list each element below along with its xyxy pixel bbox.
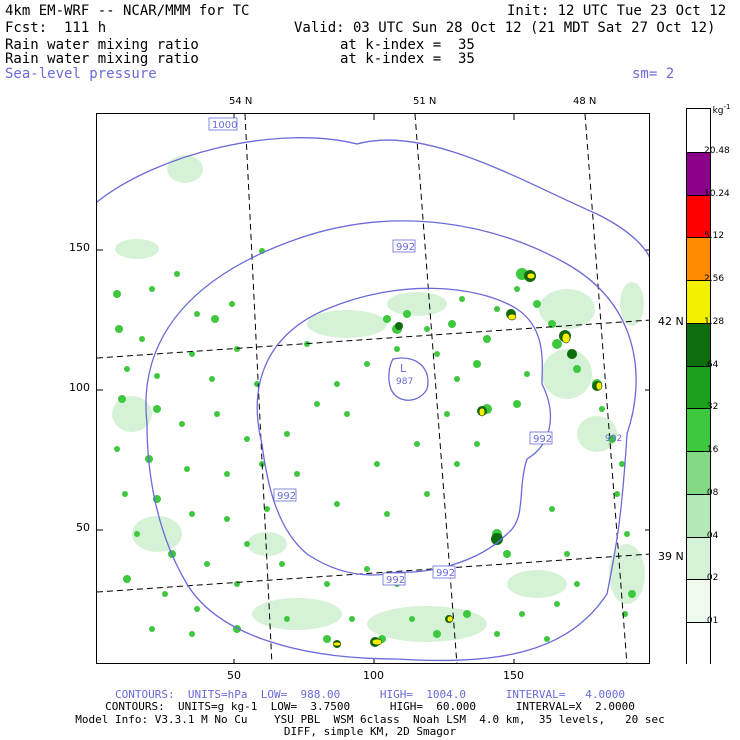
isobar-label-992-right: 992 [533, 434, 552, 445]
lat-label-top-1: 54 N [229, 96, 253, 107]
contours-slp: CONTOURS: UNITS=hPa LOW= 988.00 HIGH= 10… [115, 688, 625, 701]
field-1-level: at k-index = 35 [340, 37, 475, 53]
y-tick-100: 100 [69, 381, 90, 394]
map-plot-area: 1000 992 992 992 992 992 992 L 987 [96, 113, 650, 664]
legend-level-label: .04 [704, 530, 719, 541]
lat-label-top-2: 51 N [413, 96, 437, 107]
lat-label-right-1: 42 N [658, 315, 684, 328]
x-tick-100: 100 [363, 669, 384, 682]
legend-band [687, 536, 710, 581]
isobar-label-992-top: 992 [396, 242, 415, 253]
forecast-hour: Fcst: 111 h [5, 20, 107, 36]
legend-band [687, 151, 710, 196]
legend-band [687, 237, 710, 282]
isobars [97, 137, 649, 662]
valid-time: Valid: 03 UTC Sun 28 Oct 12 (21 MDT Sat … [294, 20, 716, 36]
legend-units-text: g kg [704, 106, 724, 116]
legend-level-label: 2.56 [704, 274, 725, 285]
x-tick-150: 150 [503, 669, 524, 682]
lat-label-right-2: 39 N [658, 550, 684, 563]
low-pressure-center: L 987 [396, 362, 413, 387]
legend-band [687, 365, 710, 410]
y-tick-150: 150 [69, 241, 90, 254]
x-tick-50: 50 [227, 669, 241, 682]
legend-level-label: 20.48 [704, 145, 730, 156]
field-2-name: Rain water mixing ratio [5, 51, 199, 67]
legend-band [687, 408, 710, 453]
field-2-level: at k-index = 35 [340, 51, 475, 67]
isobar-low-center [388, 357, 429, 401]
y-tick-50: 50 [76, 521, 90, 534]
model-title: 4km EM-WRF -- NCAR/MMM for TC [5, 3, 250, 19]
legend-level-label: 5.12 [704, 231, 725, 242]
legend-level-label: .32 [704, 402, 719, 413]
legend-band [687, 451, 710, 495]
legend-level-label: 10.24 [704, 188, 730, 199]
low-label: L [400, 362, 407, 375]
legend-level-label: .02 [704, 573, 719, 584]
isobar-labels: 1000 992 992 992 992 992 992 [208, 117, 622, 586]
legend-level-label: .64 [704, 359, 719, 370]
low-value: 987 [396, 377, 413, 387]
model-info-2: DIFF, simple KM, 2D Smagor [283, 725, 457, 738]
isobar-label-992-bottom: 992 [386, 575, 405, 586]
legend-band [687, 280, 710, 324]
isobar-1000 [145, 220, 637, 662]
rain-peak-cores [332, 272, 603, 647]
isobar-label-992-left: 992 [277, 491, 296, 502]
color-legend [686, 108, 711, 665]
isobar-label-992-bottom2: 992 [436, 568, 455, 579]
legend-units: g kg-1 [704, 103, 730, 116]
legend-level-label: 1.28 [704, 316, 725, 327]
field-1-name: Rain water mixing ratio [5, 37, 199, 53]
init-time: Init: 12 UTC Tue 23 Oct 12 [507, 3, 727, 19]
legend-level-label: .01 [704, 616, 719, 627]
model-info: Model Info: V3.3.1 M No Cu YSU PBL WSM 6… [75, 713, 665, 726]
smoothing-label: sm= 2 [632, 66, 675, 82]
legend-units-exponent: -1 [723, 103, 731, 111]
rain-light-regions [112, 155, 645, 642]
isobar-label-1000: 1000 [212, 120, 237, 131]
isobar-outer [97, 137, 649, 259]
legend-band [687, 322, 710, 367]
legend-band [687, 622, 710, 665]
isobar-label-992-edge: 992 [605, 434, 622, 444]
contours-rain: CONTOURS: UNITS=g kg-1 LOW= 3.7500 HIGH=… [105, 700, 635, 713]
lat-label-top-3: 48 N [573, 96, 597, 107]
legend-level-label: .16 [704, 445, 719, 456]
map-svg: 1000 992 992 992 992 992 992 L 987 [97, 114, 649, 663]
isobar-992 [256, 287, 552, 576]
field-3-name: Sea-level pressure [5, 66, 157, 82]
legend-band [687, 194, 710, 239]
legend-band [687, 109, 710, 153]
legend-band [687, 579, 710, 624]
legend-band [687, 493, 710, 538]
legend-level-label: .08 [704, 487, 719, 498]
